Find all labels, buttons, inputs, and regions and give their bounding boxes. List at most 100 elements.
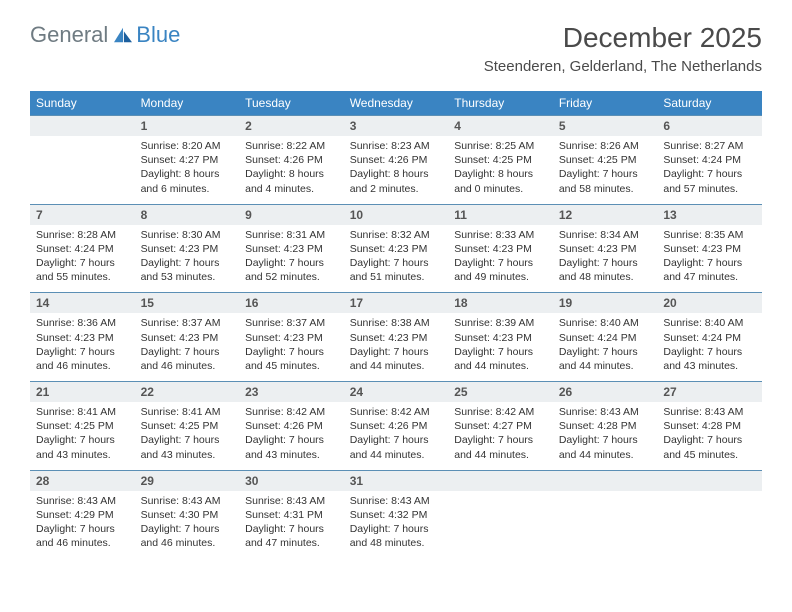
day-number: 18 xyxy=(448,293,553,313)
week-content-row: Sunrise: 8:41 AMSunset: 4:25 PMDaylight:… xyxy=(30,402,762,470)
sunrise-text: Sunrise: 8:40 AM xyxy=(559,316,652,330)
day-content: Sunrise: 8:43 AMSunset: 4:29 PMDaylight:… xyxy=(30,491,135,559)
day-content: Sunrise: 8:36 AMSunset: 4:23 PMDaylight:… xyxy=(30,313,135,381)
day-content: Sunrise: 8:37 AMSunset: 4:23 PMDaylight:… xyxy=(239,313,344,381)
sunrise-text: Sunrise: 8:38 AM xyxy=(350,316,443,330)
sunrise-text: Sunrise: 8:31 AM xyxy=(245,228,338,242)
daylight-text: Daylight: 7 hours and 45 minutes. xyxy=(663,433,756,461)
sunset-text: Sunset: 4:25 PM xyxy=(559,153,652,167)
sail-icon xyxy=(112,26,134,44)
daylight-text: Daylight: 8 hours and 2 minutes. xyxy=(350,167,443,195)
day-content: Sunrise: 8:43 AMSunset: 4:28 PMDaylight:… xyxy=(657,402,762,470)
day-number: 4 xyxy=(448,116,553,136)
day-content: Sunrise: 8:26 AMSunset: 4:25 PMDaylight:… xyxy=(553,136,658,204)
day-number: 8 xyxy=(135,205,240,225)
day-content: Sunrise: 8:23 AMSunset: 4:26 PMDaylight:… xyxy=(344,136,449,204)
daylight-text: Daylight: 8 hours and 0 minutes. xyxy=(454,167,547,195)
day-number-cell: 8 xyxy=(135,204,240,225)
daylight-text: Daylight: 7 hours and 51 minutes. xyxy=(350,256,443,284)
day-content-cell: Sunrise: 8:42 AMSunset: 4:27 PMDaylight:… xyxy=(448,402,553,470)
day-content-cell: Sunrise: 8:43 AMSunset: 4:32 PMDaylight:… xyxy=(344,491,449,559)
day-content-cell: Sunrise: 8:43 AMSunset: 4:31 PMDaylight:… xyxy=(239,491,344,559)
day-content: Sunrise: 8:34 AMSunset: 4:23 PMDaylight:… xyxy=(553,225,658,293)
sunrise-text: Sunrise: 8:27 AM xyxy=(663,139,756,153)
day-content: Sunrise: 8:43 AMSunset: 4:31 PMDaylight:… xyxy=(239,491,344,559)
day-number: 27 xyxy=(657,382,762,402)
day-number: 20 xyxy=(657,293,762,313)
day-content-cell: Sunrise: 8:39 AMSunset: 4:23 PMDaylight:… xyxy=(448,313,553,381)
daylight-text: Daylight: 7 hours and 44 minutes. xyxy=(350,345,443,373)
day-content-cell: Sunrise: 8:31 AMSunset: 4:23 PMDaylight:… xyxy=(239,225,344,293)
sunrise-text: Sunrise: 8:36 AM xyxy=(36,316,129,330)
day-number-cell: 18 xyxy=(448,293,553,314)
sunset-text: Sunset: 4:32 PM xyxy=(350,508,443,522)
daylight-text: Daylight: 7 hours and 44 minutes. xyxy=(454,345,547,373)
day-number: 23 xyxy=(239,382,344,402)
sunset-text: Sunset: 4:25 PM xyxy=(454,153,547,167)
daylight-text: Daylight: 7 hours and 49 minutes. xyxy=(454,256,547,284)
sunrise-text: Sunrise: 8:33 AM xyxy=(454,228,547,242)
sunrise-text: Sunrise: 8:39 AM xyxy=(454,316,547,330)
day-number: 10 xyxy=(344,205,449,225)
day-number-cell: 4 xyxy=(448,116,553,137)
day-content: Sunrise: 8:42 AMSunset: 4:27 PMDaylight:… xyxy=(448,402,553,470)
day-content: Sunrise: 8:30 AMSunset: 4:23 PMDaylight:… xyxy=(135,225,240,293)
day-number xyxy=(553,471,658,477)
day-content-cell: Sunrise: 8:42 AMSunset: 4:26 PMDaylight:… xyxy=(344,402,449,470)
daylight-text: Daylight: 7 hours and 44 minutes. xyxy=(559,345,652,373)
daylight-text: Daylight: 7 hours and 46 minutes. xyxy=(141,345,234,373)
day-content: Sunrise: 8:43 AMSunset: 4:28 PMDaylight:… xyxy=(553,402,658,470)
day-header-saturday: Saturday xyxy=(657,91,762,116)
day-number: 12 xyxy=(553,205,658,225)
daylight-text: Daylight: 7 hours and 48 minutes. xyxy=(559,256,652,284)
page-header: General Blue December 2025 Steenderen, G… xyxy=(0,0,792,83)
sunrise-text: Sunrise: 8:43 AM xyxy=(141,494,234,508)
day-number-cell: 21 xyxy=(30,382,135,403)
sunrise-text: Sunrise: 8:40 AM xyxy=(663,316,756,330)
day-number: 16 xyxy=(239,293,344,313)
empty-day-content-cell xyxy=(553,491,658,559)
day-number xyxy=(657,471,762,477)
sunset-text: Sunset: 4:23 PM xyxy=(141,242,234,256)
day-number-cell: 10 xyxy=(344,204,449,225)
sunrise-text: Sunrise: 8:22 AM xyxy=(245,139,338,153)
daylight-text: Daylight: 8 hours and 6 minutes. xyxy=(141,167,234,195)
daylight-text: Daylight: 7 hours and 44 minutes. xyxy=(559,433,652,461)
day-number: 15 xyxy=(135,293,240,313)
day-number-cell: 5 xyxy=(553,116,658,137)
day-content: Sunrise: 8:38 AMSunset: 4:23 PMDaylight:… xyxy=(344,313,449,381)
day-header-sunday: Sunday xyxy=(30,91,135,116)
day-content: Sunrise: 8:41 AMSunset: 4:25 PMDaylight:… xyxy=(135,402,240,470)
week-daynum-row: 14151617181920 xyxy=(30,293,762,314)
sunset-text: Sunset: 4:30 PM xyxy=(141,508,234,522)
sunrise-text: Sunrise: 8:37 AM xyxy=(141,316,234,330)
day-number: 6 xyxy=(657,116,762,136)
calendar-grid: SundayMondayTuesdayWednesdayThursdayFrid… xyxy=(30,91,762,558)
sunset-text: Sunset: 4:28 PM xyxy=(559,419,652,433)
sunset-text: Sunset: 4:23 PM xyxy=(141,331,234,345)
sunset-text: Sunset: 4:26 PM xyxy=(245,153,338,167)
sunrise-text: Sunrise: 8:32 AM xyxy=(350,228,443,242)
day-content-cell: Sunrise: 8:43 AMSunset: 4:28 PMDaylight:… xyxy=(657,402,762,470)
day-content: Sunrise: 8:42 AMSunset: 4:26 PMDaylight:… xyxy=(239,402,344,470)
day-number: 19 xyxy=(553,293,658,313)
sunset-text: Sunset: 4:23 PM xyxy=(350,331,443,345)
day-number-cell: 16 xyxy=(239,293,344,314)
day-content: Sunrise: 8:35 AMSunset: 4:23 PMDaylight:… xyxy=(657,225,762,293)
sunset-text: Sunset: 4:23 PM xyxy=(454,242,547,256)
sunrise-text: Sunrise: 8:37 AM xyxy=(245,316,338,330)
week-content-row: Sunrise: 8:36 AMSunset: 4:23 PMDaylight:… xyxy=(30,313,762,381)
day-number-cell: 11 xyxy=(448,204,553,225)
sunrise-text: Sunrise: 8:43 AM xyxy=(245,494,338,508)
day-content-cell: Sunrise: 8:40 AMSunset: 4:24 PMDaylight:… xyxy=(657,313,762,381)
sunset-text: Sunset: 4:23 PM xyxy=(559,242,652,256)
brand-logo: General Blue xyxy=(30,22,180,48)
daylight-text: Daylight: 7 hours and 55 minutes. xyxy=(36,256,129,284)
day-number: 29 xyxy=(135,471,240,491)
day-number-cell: 29 xyxy=(135,470,240,491)
daylight-text: Daylight: 7 hours and 47 minutes. xyxy=(663,256,756,284)
day-content: Sunrise: 8:20 AMSunset: 4:27 PMDaylight:… xyxy=(135,136,240,204)
day-number-cell: 22 xyxy=(135,382,240,403)
day-content-cell: Sunrise: 8:40 AMSunset: 4:24 PMDaylight:… xyxy=(553,313,658,381)
day-number: 14 xyxy=(30,293,135,313)
